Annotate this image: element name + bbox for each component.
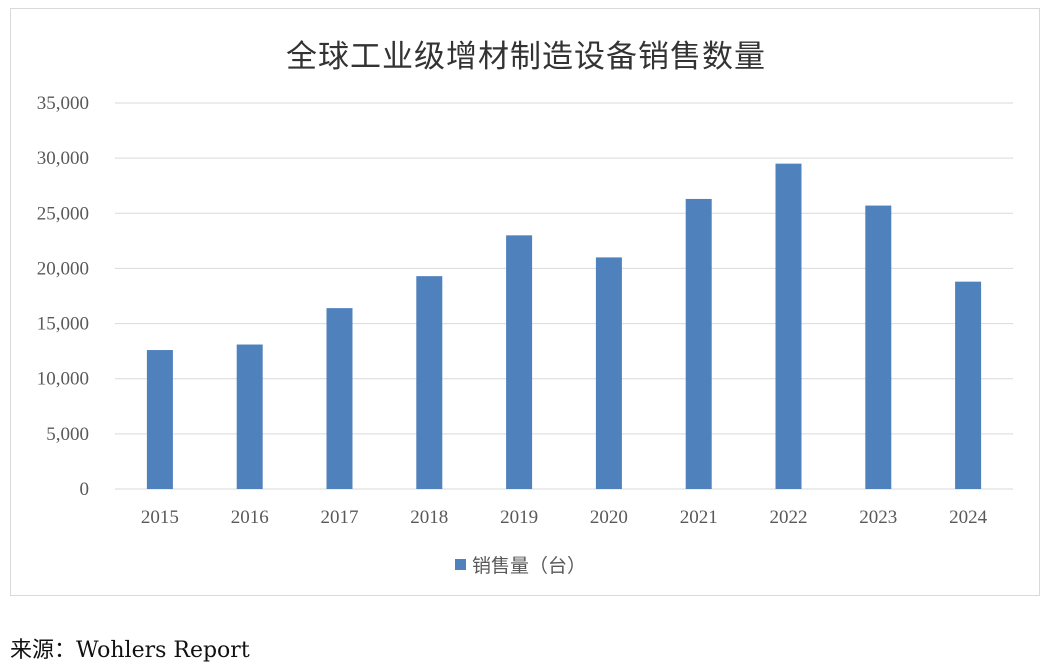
legend: 销售量（台） — [455, 551, 586, 578]
bar-chart: 0 5,000 10,000 15,000 20,000 25,000 30,000 35,0… — [37, 93, 1013, 528]
bar — [595, 257, 622, 489]
bar — [775, 163, 802, 489]
x-tick-label: 2022 — [770, 507, 808, 528]
y-tick-label: 10,000 — [37, 369, 89, 390]
x-tick-label: 2020 — [590, 507, 628, 528]
bar — [416, 276, 443, 489]
x-tick-label: 2016 — [231, 507, 269, 528]
bar — [955, 281, 982, 489]
chart-title: 全球工业级增材制造设备销售数量 — [286, 39, 766, 75]
x-tick-label: 2023 — [859, 507, 897, 528]
bar — [236, 344, 263, 489]
legend-label: 销售量（台） — [472, 555, 587, 577]
y-tick-label: 5,000 — [46, 424, 89, 445]
legend-swatch — [455, 559, 466, 570]
x-tick-label: 2015 — [141, 507, 179, 528]
y-tick-label: 20,000 — [37, 258, 89, 279]
y-tick-label: 15,000 — [37, 314, 89, 335]
x-tick-label: 2021 — [680, 507, 718, 528]
bar — [506, 235, 533, 489]
x-tick-label: 2018 — [410, 507, 448, 528]
bar — [146, 350, 173, 489]
x-tick-label: 2019 — [500, 507, 538, 528]
x-tick-label: 2024 — [949, 507, 988, 528]
bar — [326, 308, 353, 489]
source-note: 来源：Wohlers Report — [10, 638, 250, 663]
bar — [865, 205, 892, 489]
bar — [685, 198, 712, 489]
x-tick-label: 2017 — [321, 507, 359, 528]
y-tick-label: 35,000 — [37, 93, 89, 114]
y-tick-label: 0 — [80, 479, 90, 500]
chart-frame: 全球工业级增材制造设备销售数量 0 5,000 10,000 15,000 20,000… — [10, 8, 1040, 596]
y-tick-label: 25,000 — [37, 203, 89, 224]
y-tick-label: 30,000 — [37, 148, 89, 169]
